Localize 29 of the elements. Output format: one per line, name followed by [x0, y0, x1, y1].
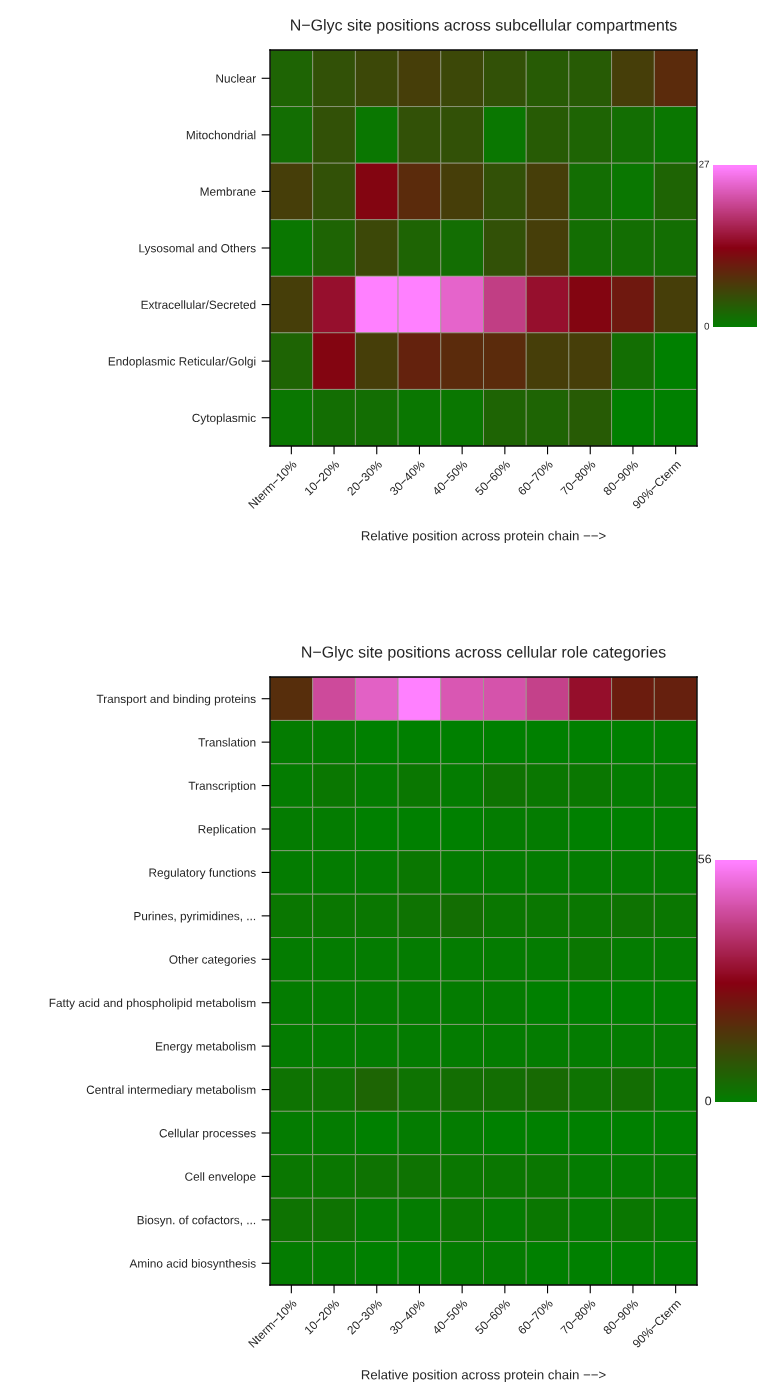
chart-title: N−Glyc site positions across cellular role categories: [302, 645, 666, 661]
y-tick-label: Extracellular/Secreted: [141, 300, 256, 309]
y-tick-label: Transport and binding proteins: [96, 694, 256, 706]
y-tick-label: Lysosomal and Others: [139, 243, 256, 255]
y-tick-label: Other categories: [169, 955, 256, 967]
color-bar-label: 56: [698, 854, 712, 864]
y-tick-label: Cytoplasmic: [192, 413, 256, 425]
y-tick-label: Translation: [198, 737, 256, 747]
x-axis-title: Relative position across protein chain −−>: [361, 1369, 606, 1383]
chart-title: N−Glyc site positions across subcellular compartments: [291, 18, 677, 34]
y-tick-label: Membrane: [200, 187, 256, 196]
y-tick-label: Mitochondrial: [186, 130, 256, 140]
y-tick-label: Nuclear: [216, 74, 256, 83]
y-tick-label: Cell envelope: [185, 1172, 256, 1184]
y-tick-label: Purines, pyrimidines, ...: [134, 911, 256, 923]
color-bar-label: 0: [704, 322, 710, 330]
y-tick-label: Cellular processes: [159, 1128, 256, 1140]
y-tick-label: Biosyn. of cofactors, ...: [137, 1215, 256, 1227]
y-tick-label: Central intermediary metabolism: [86, 1085, 256, 1097]
y-tick-label: Endoplasmic Reticular/Golgi: [108, 356, 256, 368]
y-tick-label: Replication: [198, 824, 256, 836]
y-tick-label: Transcription: [188, 781, 256, 793]
x-axis-title: Relative position across protein chain −−>: [361, 530, 606, 544]
y-tick-label: Regulatory functions: [149, 868, 256, 880]
y-tick-label: Energy metabolism: [156, 1041, 256, 1053]
color-bar-label: 27: [699, 160, 709, 168]
y-tick-label: Amino acid biosynthesis: [129, 1259, 256, 1271]
y-tick-label: Fatty acid and phospholipid metabolism: [49, 998, 256, 1010]
color-bar-label: 0: [705, 1096, 712, 1106]
